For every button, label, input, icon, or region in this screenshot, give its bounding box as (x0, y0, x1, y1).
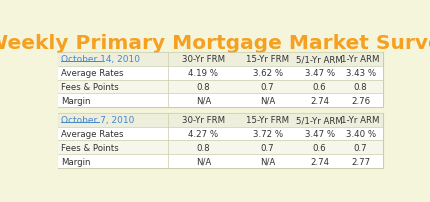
Text: 3.43 %: 3.43 % (346, 69, 376, 78)
Text: 5/1-Yr ARM: 5/1-Yr ARM (296, 116, 343, 124)
Text: 15-Yr FRM: 15-Yr FRM (246, 55, 289, 64)
Text: 0.8: 0.8 (197, 83, 210, 92)
Text: 30-Yr FRM: 30-Yr FRM (182, 116, 225, 124)
Text: N/A: N/A (260, 96, 275, 105)
Text: 15-Yr FRM: 15-Yr FRM (246, 116, 289, 124)
Text: Average Rates: Average Rates (61, 129, 123, 138)
Bar (58, 80, 383, 94)
Text: October 14, 2010: October 14, 2010 (61, 55, 140, 64)
Text: 5/1-Yr ARM: 5/1-Yr ARM (296, 55, 343, 64)
Bar (58, 155, 383, 168)
Text: 3.40 %: 3.40 % (346, 129, 376, 138)
Text: 0.7: 0.7 (261, 83, 274, 92)
Text: 3.47 %: 3.47 % (304, 69, 335, 78)
Text: 0.8: 0.8 (197, 143, 210, 152)
Bar (58, 141, 383, 155)
Text: 4.19 %: 4.19 % (188, 69, 218, 78)
Text: 3.72 %: 3.72 % (252, 129, 283, 138)
Text: Average Rates: Average Rates (61, 69, 123, 78)
Text: 0.7: 0.7 (261, 143, 274, 152)
Text: Fees & Points: Fees & Points (61, 143, 119, 152)
Text: 2.74: 2.74 (310, 157, 329, 166)
Text: 2.74: 2.74 (310, 96, 329, 105)
Bar (58, 94, 383, 108)
Text: 1-Yr ARM: 1-Yr ARM (341, 55, 380, 64)
Text: 0.8: 0.8 (354, 83, 368, 92)
Text: 0.6: 0.6 (313, 143, 326, 152)
Bar (58, 113, 383, 168)
Text: Margin: Margin (61, 96, 90, 105)
Text: N/A: N/A (196, 157, 211, 166)
Text: 2.77: 2.77 (351, 157, 370, 166)
Text: 30-Yr FRM: 30-Yr FRM (182, 55, 225, 64)
Bar (58, 66, 383, 80)
Text: 3.47 %: 3.47 % (304, 129, 335, 138)
Text: Margin: Margin (61, 157, 90, 166)
Text: Weekly Primary Mortgage Market Survey: Weekly Primary Mortgage Market Survey (0, 34, 430, 52)
Text: 0.7: 0.7 (354, 143, 368, 152)
Text: 4.27 %: 4.27 % (188, 129, 218, 138)
Bar (58, 127, 383, 141)
Text: 2.76: 2.76 (351, 96, 370, 105)
Bar (58, 113, 383, 127)
Bar (58, 53, 383, 108)
Bar (58, 53, 383, 66)
Text: Fees & Points: Fees & Points (61, 83, 119, 92)
Text: October 7, 2010: October 7, 2010 (61, 116, 134, 124)
Text: N/A: N/A (196, 96, 211, 105)
Text: N/A: N/A (260, 157, 275, 166)
Text: 3.62 %: 3.62 % (252, 69, 283, 78)
Text: 0.6: 0.6 (313, 83, 326, 92)
Text: 1-Yr ARM: 1-Yr ARM (341, 116, 380, 124)
